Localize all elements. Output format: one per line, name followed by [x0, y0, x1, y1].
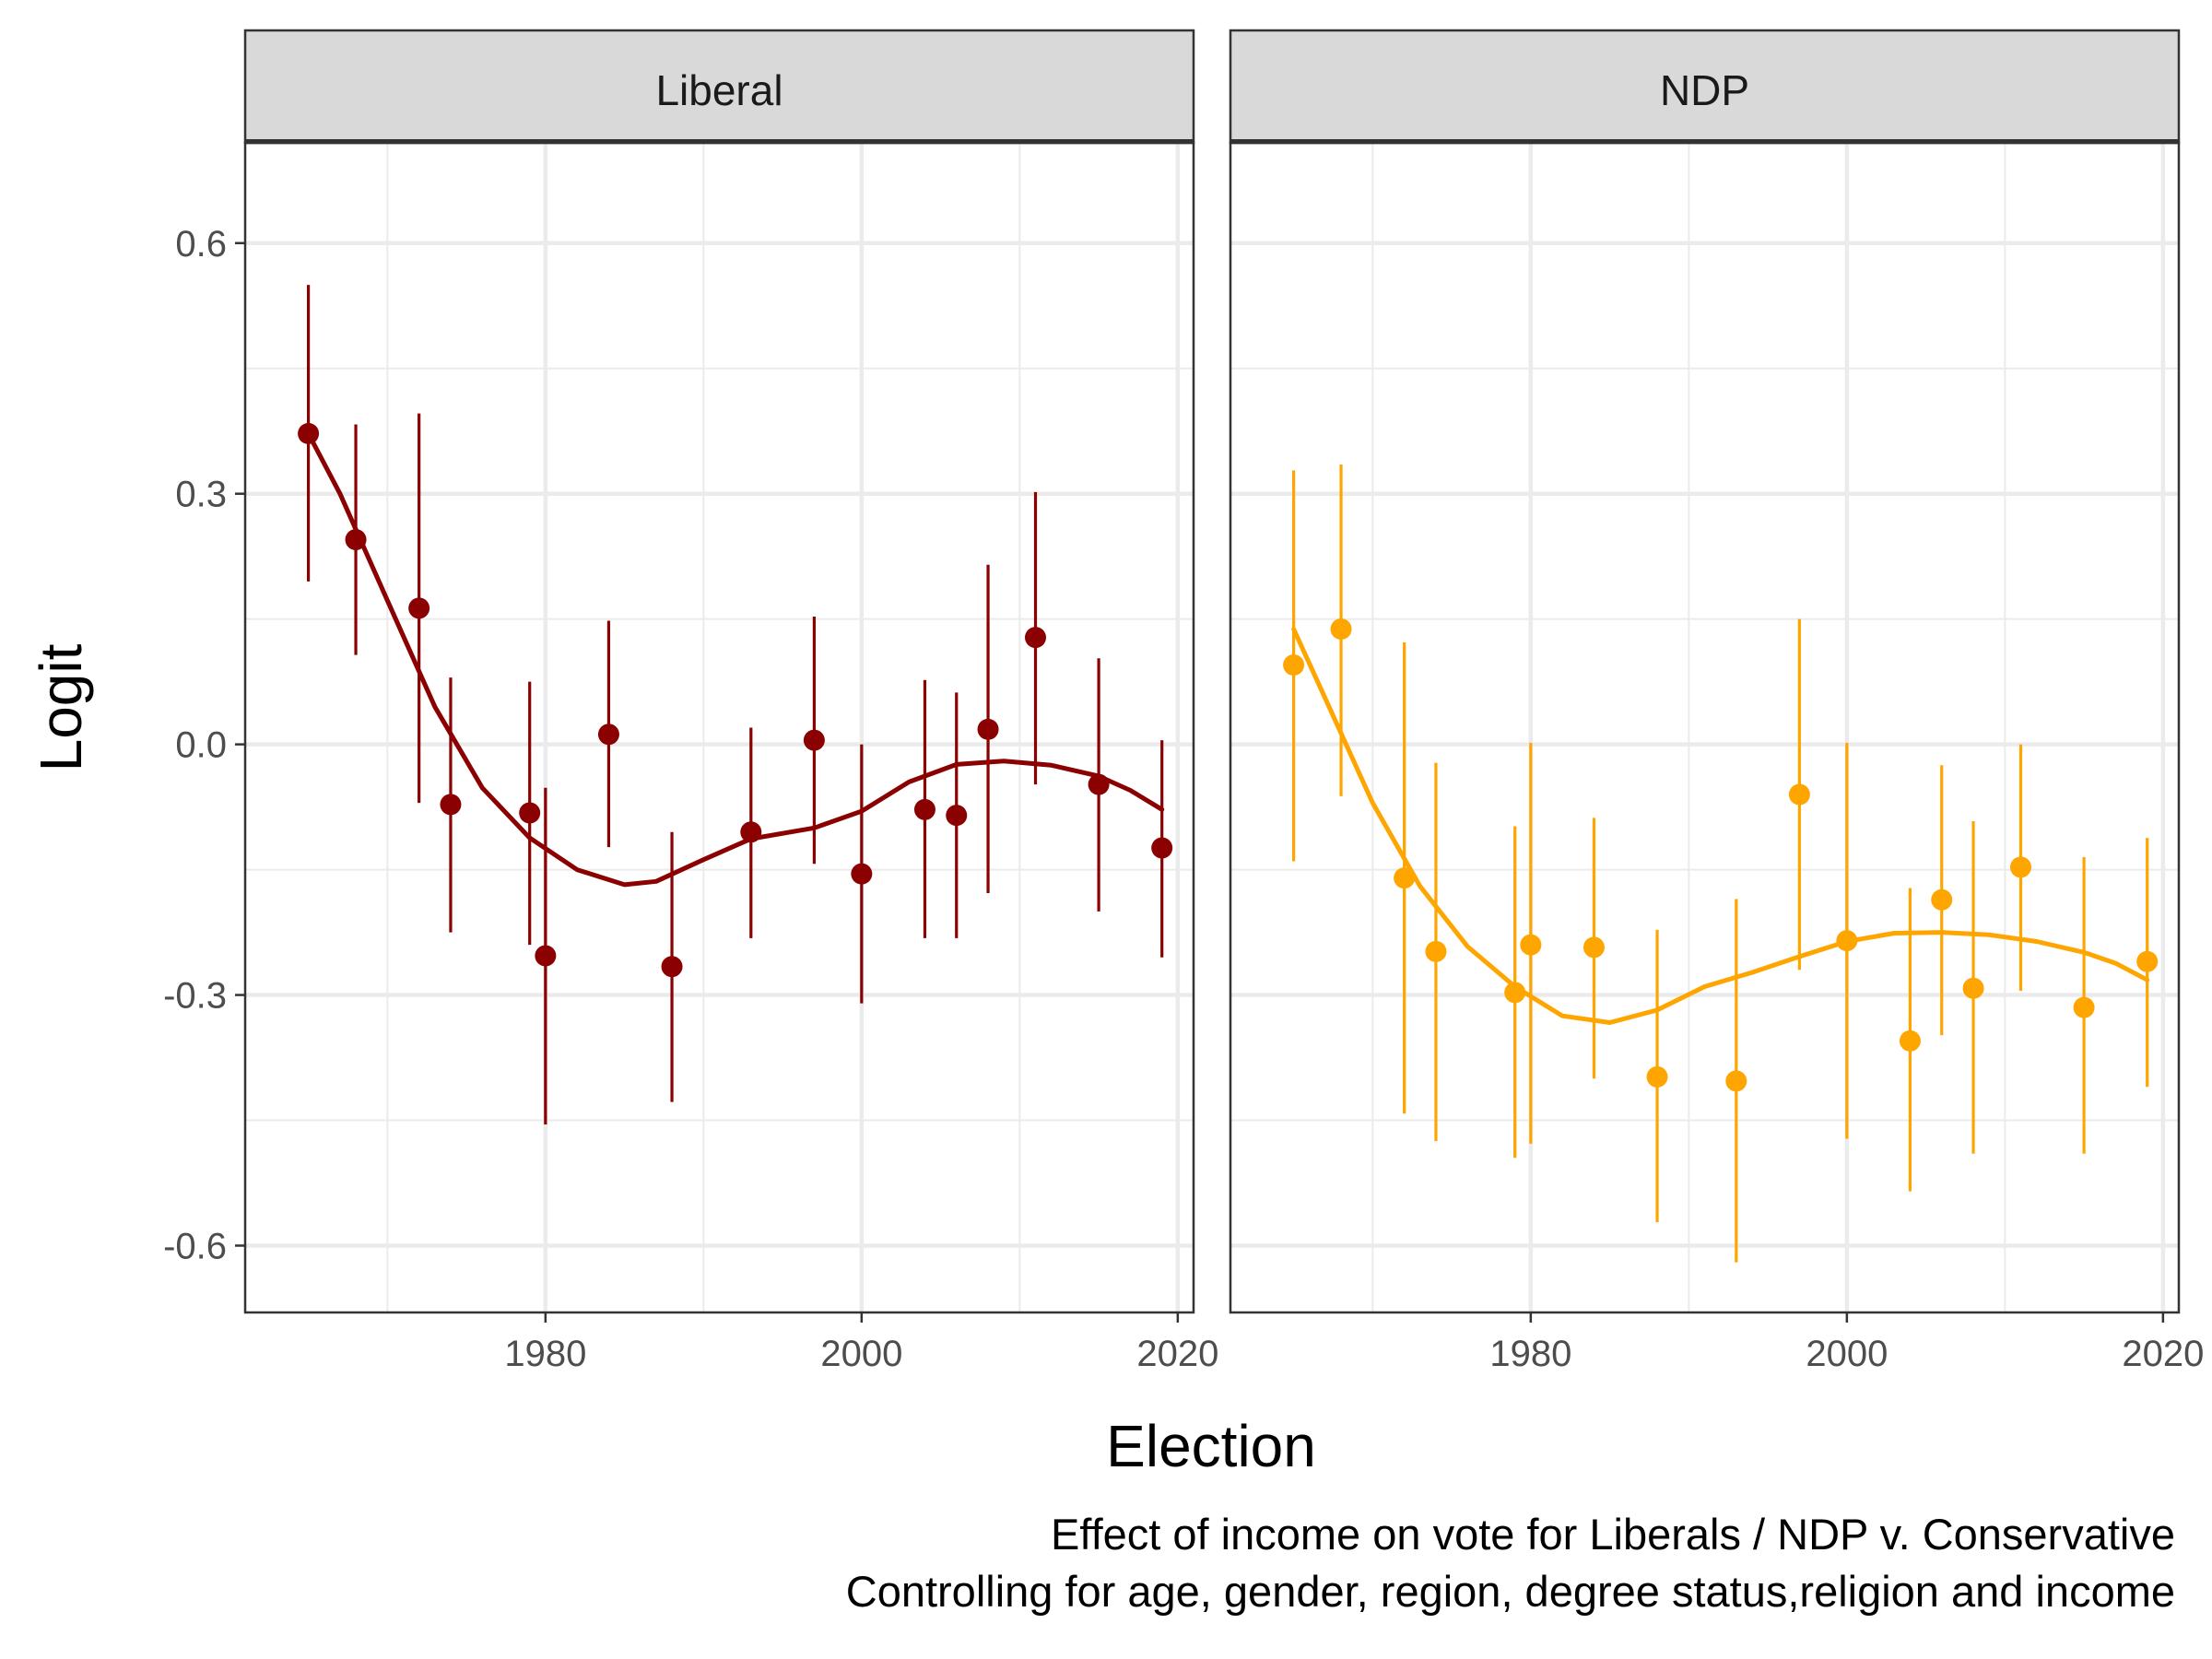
- ndp-data-point: [1504, 982, 1526, 1004]
- facet-strip: [243, 29, 1195, 145]
- y-tick-label: -0.3: [163, 976, 227, 1017]
- ndp-data-point: [1962, 977, 1984, 999]
- ndp-data-point: [2136, 950, 2159, 972]
- x-tick-label: 2020: [2122, 1334, 2204, 1374]
- facet-panel-liberal: Liberal 1980 2000 2020: [243, 29, 1218, 1374]
- ndp-data-point: [1646, 1065, 1668, 1088]
- ndp-smooth-line: [1291, 627, 2150, 1025]
- ndp-data-point: [1425, 940, 1447, 962]
- liberal-data-point: [913, 798, 935, 820]
- liberal-data-point: [440, 794, 462, 816]
- y-axis: -0.6 -0.3 0.0 0.3 0.6: [163, 224, 245, 1266]
- liberal-data-point: [345, 529, 367, 551]
- y-tick-label: 0.6: [175, 224, 227, 265]
- liberal-data-point: [946, 805, 968, 827]
- ndp-data-point: [1899, 1030, 1921, 1052]
- ndp-data-point: [1520, 934, 1542, 956]
- ndp-data-point: [1583, 936, 1605, 959]
- liberal-data-point: [1088, 773, 1110, 795]
- liberal-data-point: [803, 729, 825, 751]
- liberal-data-point: [298, 422, 320, 444]
- y-axis-title: Logit: [28, 643, 94, 771]
- liberal-data-point: [1151, 837, 1173, 859]
- ndp-data-point: [1283, 654, 1305, 677]
- ndp-data-point: [1725, 1070, 1747, 1092]
- ndp-data-point: [1836, 930, 1858, 952]
- caption-line-2: Controlling for age, gender, region, deg…: [846, 1567, 2175, 1616]
- ndp-data-point: [2010, 856, 2031, 878]
- x-tick-label: 1980: [504, 1334, 586, 1374]
- liberal-data-point: [661, 956, 683, 978]
- liberal-data-point: [519, 802, 541, 824]
- x-tick-label: 1980: [1489, 1334, 1571, 1374]
- x-tick-label: 2020: [1136, 1334, 1218, 1374]
- caption-line-1: Effect of income on vote for Liberals / …: [1051, 1510, 2175, 1559]
- facet-strip-label: Liberal: [655, 66, 782, 114]
- liberal-data-point: [597, 724, 619, 746]
- ndp-data-point: [1394, 867, 1416, 889]
- y-tick-label: -0.6: [163, 1226, 227, 1266]
- facet-strip: [1229, 29, 2181, 145]
- y-tick-label: 0.0: [175, 725, 227, 766]
- liberal-data-point: [740, 821, 762, 843]
- liberal-data-point: [977, 718, 999, 740]
- liberal-data-point: [1025, 627, 1046, 649]
- x-tick-label: 2000: [820, 1334, 902, 1374]
- ndp-data-point: [1931, 888, 1953, 911]
- ndp-data-point: [2073, 996, 2095, 1018]
- liberal-data-point: [535, 945, 557, 967]
- y-tick-label: 0.3: [175, 475, 227, 515]
- x-tick-label: 2000: [1806, 1334, 1888, 1374]
- ndp-data-point: [1788, 783, 1810, 806]
- ndp-data-point: [1330, 618, 1352, 641]
- liberal-smooth-line: [306, 430, 1165, 888]
- facet-panel-ndp: NDP 1980 2000 2020: [1229, 29, 2204, 1374]
- facet-strip-label: NDP: [1660, 66, 1749, 114]
- liberal-data-point: [851, 863, 873, 885]
- x-axis-title: Election: [1106, 1413, 1316, 1479]
- liberal-data-point: [408, 597, 430, 619]
- panel-background: [1230, 143, 2179, 1312]
